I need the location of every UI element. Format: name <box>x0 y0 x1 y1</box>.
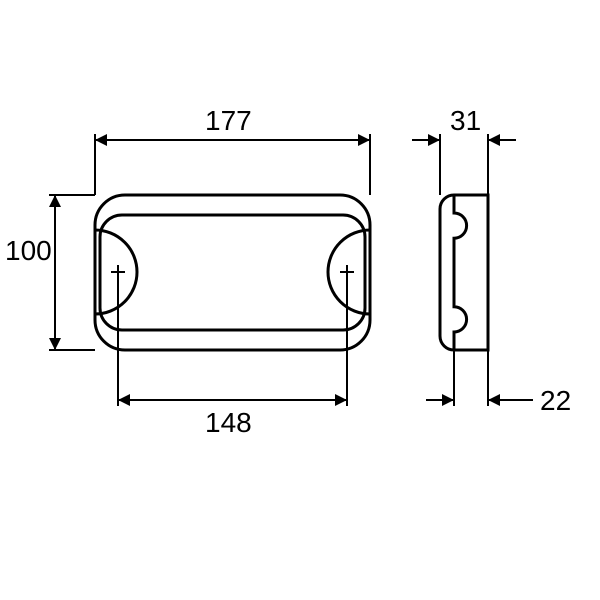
dim-depth-outer: 31 <box>450 105 481 136</box>
side-inner <box>454 195 467 350</box>
dim-width-inner: 148 <box>205 407 252 438</box>
dim-width-outer: 177 <box>205 105 252 136</box>
dim-height: 100 <box>5 235 52 266</box>
dim-depth-inner: 22 <box>540 385 571 416</box>
front-inner <box>100 215 365 330</box>
